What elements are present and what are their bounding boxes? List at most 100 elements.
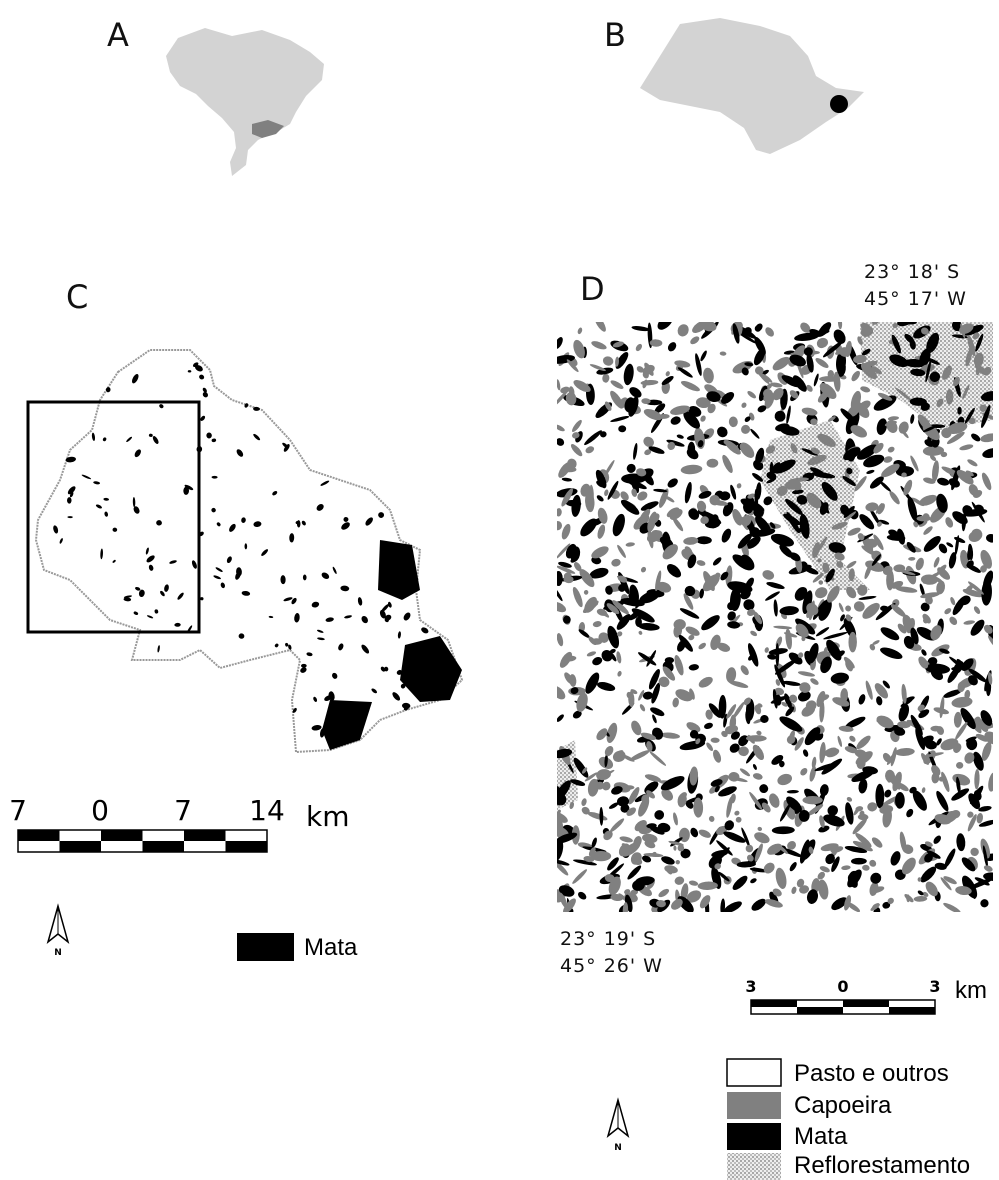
forest-patch [791,489,804,495]
secondary-growth-patch [940,738,959,751]
forest-patch [638,652,657,666]
forest-patch [570,779,586,786]
forest-patch [846,467,853,475]
secondary-growth-patch [677,324,689,337]
forest-fragment [361,616,368,624]
forest-fragment [403,706,409,711]
forest-fragment [213,575,221,580]
forest-patch [670,416,681,425]
secondary-growth-patch [656,900,666,908]
forest-fragment [244,543,248,550]
forest-patch [951,322,962,332]
forest-fragment [123,595,132,598]
secondary-growth-patch [602,373,610,383]
secondary-growth-patch [777,773,793,786]
secondary-growth-patch [591,341,607,350]
secondary-growth-patch [647,529,654,549]
forest-patch [769,522,776,529]
secondary-growth-patch [940,451,948,458]
secondary-growth-patch [626,807,636,816]
secondary-growth-patch [594,322,606,332]
forest-patch [858,778,868,794]
forest-fragment [294,613,300,623]
secondary-growth-patch [855,806,864,812]
forest-patch [620,597,645,607]
secondary-growth-patch [846,797,853,802]
forest-patch [891,334,901,354]
forest-patch [890,851,901,866]
forest-patch [910,714,923,736]
secondary-growth-patch [844,511,857,522]
secondary-growth-patch [902,430,909,439]
forest-patch [967,543,974,561]
secondary-growth-patch [739,442,755,458]
forest-patch [869,507,881,526]
forest-patch [677,367,693,378]
forest-patch [951,788,970,801]
forest-patch [917,890,924,896]
secondary-growth-patch [943,902,961,912]
secondary-growth-patch [631,488,638,497]
forest-patch [712,557,722,566]
forest-patch [975,333,984,352]
forest-patch [714,785,720,793]
forest-patch [557,584,563,602]
secondary-growth-patch [633,836,642,848]
secondary-growth-patch [967,459,978,467]
secondary-growth-patch [923,477,936,484]
secondary-growth-patch [628,787,640,805]
forest-patch [775,423,790,432]
secondary-growth-patch [557,814,564,836]
secondary-growth-patch [970,847,979,857]
forest-patch [980,391,993,402]
secondary-growth-patch [674,876,685,885]
secondary-growth-patch [816,690,826,708]
secondary-growth-patch [845,340,852,357]
corner-coordinate: 45° 26' W [560,955,663,977]
secondary-growth-patch [617,544,626,558]
forest-fragment [211,475,218,479]
forest-patch [925,357,941,365]
forest-patch [895,791,905,809]
secondary-growth-patch [706,458,719,468]
forest-patch [711,850,729,858]
forest-patch [561,477,573,482]
forest-fragment [53,525,59,534]
scale-segment [797,1007,843,1014]
forest-patch [652,714,657,724]
secondary-growth-patch [971,528,983,541]
secondary-growth-patch [617,575,628,583]
forest-patch [962,875,978,899]
forest-patch [687,441,696,457]
secondary-growth-patch [772,387,784,401]
secondary-growth-patch [616,631,623,637]
forest-patch [921,649,927,656]
secondary-growth-patch [611,558,621,567]
secondary-growth-patch [686,722,701,733]
forest-patch [646,823,657,829]
forest-patch [774,664,786,688]
forest-patch [794,586,808,601]
forest-patch [767,654,777,660]
secondary-growth-patch [832,697,850,707]
secondary-growth-patch [781,702,788,707]
secondary-growth-patch [557,685,566,700]
forest-patch [833,650,845,659]
secondary-growth-patch [622,902,629,912]
forest-patch [626,463,636,473]
forest-patch [924,439,935,447]
forest-patch [609,648,616,654]
forest-fragment [69,491,74,498]
secondary-growth-patch [592,621,602,628]
forest-fragment [332,672,338,679]
secondary-growth-patch [819,815,825,828]
forest-patch [897,322,912,327]
secondary-growth-patch [801,705,816,717]
forest-patch [948,552,957,569]
secondary-growth-patch [668,840,684,846]
secondary-growth-patch [680,380,700,392]
forest-fragment [381,604,390,613]
secondary-growth-patch [852,840,873,852]
forest-patch [654,403,666,414]
secondary-growth-patch [844,746,858,754]
